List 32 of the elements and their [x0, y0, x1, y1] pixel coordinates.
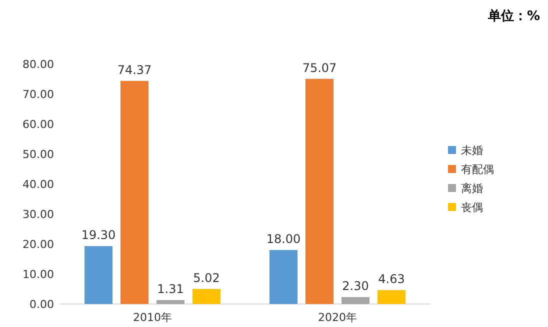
y-tick-label: 10.00 — [22, 268, 54, 281]
bar — [192, 288, 220, 304]
legend-label: 丧偶 — [461, 201, 483, 214]
legend-label: 有配偶 — [461, 163, 494, 176]
y-tick-label: 30.00 — [22, 208, 54, 221]
data-label: 5.02 — [193, 270, 220, 285]
legend-label: 未婚 — [461, 144, 483, 157]
y-tick-label: 80.00 — [22, 58, 54, 71]
y-tick-label: 60.00 — [22, 118, 54, 131]
y-tick-label: 20.00 — [22, 238, 54, 251]
y-tick-label: 70.00 — [22, 88, 54, 101]
y-tick-label: 0.00 — [30, 298, 54, 311]
bar — [378, 290, 406, 304]
bar — [84, 246, 112, 304]
text: 单位：% — [486, 8, 540, 24]
bar — [120, 80, 148, 304]
data-label: 4.63 — [378, 272, 405, 286]
bar — [156, 300, 184, 304]
data-label: 2.30 — [342, 279, 369, 294]
data-label: 18.00 — [266, 232, 301, 246]
y-tick-label: 40.00 — [22, 178, 54, 191]
data-label: 75.07 — [302, 60, 337, 75]
legend-label: 离婚 — [461, 182, 483, 195]
x-tick-label: 2020年 — [318, 311, 357, 324]
data-label: 74.37 — [117, 62, 152, 77]
y-tick-label: 50.00 — [22, 148, 54, 161]
bar — [306, 78, 334, 304]
bar — [270, 250, 298, 304]
bar — [342, 297, 370, 304]
x-tick-label: 2010年 — [133, 311, 172, 324]
data-label: 1.31 — [157, 282, 184, 296]
data-label: 19.30 — [81, 228, 116, 242]
